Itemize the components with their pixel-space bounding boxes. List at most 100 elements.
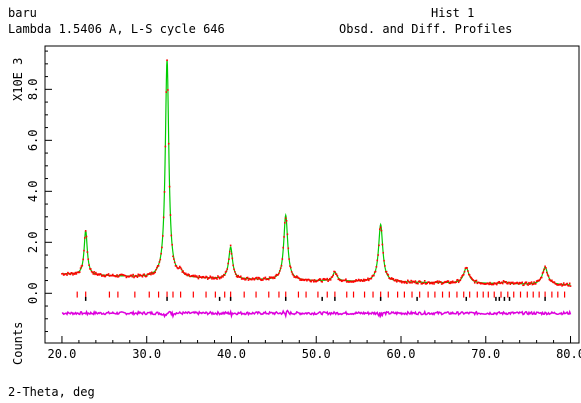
observed-point xyxy=(514,282,517,285)
difference-profile-line xyxy=(61,309,572,319)
observed-point xyxy=(101,275,104,277)
calculated-profile-line xyxy=(61,59,571,286)
observed-point xyxy=(392,277,395,280)
observed-point xyxy=(550,280,552,282)
observed-point xyxy=(283,236,285,238)
observed-point xyxy=(562,284,564,287)
observed-point xyxy=(403,282,406,284)
observed-point xyxy=(169,214,172,216)
observed-point xyxy=(370,277,373,280)
observed-point xyxy=(420,282,423,285)
observed-point xyxy=(126,275,129,278)
x-axis-label: 2-Theta, deg xyxy=(8,385,95,399)
observed-point xyxy=(183,272,185,274)
observed-point xyxy=(334,273,337,275)
observed-point xyxy=(546,274,549,276)
observed-point xyxy=(167,89,169,91)
observed-point xyxy=(380,229,383,232)
observed-point xyxy=(222,276,224,278)
observed-point xyxy=(63,273,66,276)
observed-point xyxy=(547,275,550,277)
observed-point xyxy=(177,267,179,270)
observed-point xyxy=(323,277,325,280)
observed-point xyxy=(529,283,531,286)
observed-point xyxy=(156,265,159,267)
observed-point xyxy=(303,279,306,282)
observed-point xyxy=(258,277,261,279)
observed-point xyxy=(217,276,220,279)
observed-point xyxy=(260,279,262,282)
observed-point xyxy=(312,279,314,282)
observed-point xyxy=(72,274,74,276)
observed-point xyxy=(440,283,443,285)
observed-point xyxy=(201,275,204,278)
observed-point xyxy=(251,278,253,281)
observed-point xyxy=(224,271,227,273)
observed-point xyxy=(123,274,125,276)
observed-point xyxy=(290,266,292,269)
observed-point xyxy=(324,278,327,281)
observed-point xyxy=(334,270,336,273)
observed-point xyxy=(124,274,127,277)
observed-point xyxy=(108,275,111,277)
observed-point xyxy=(340,279,342,281)
observed-point xyxy=(418,280,421,282)
observed-point xyxy=(329,277,331,280)
observed-point xyxy=(179,266,182,269)
observed-point xyxy=(171,243,173,246)
observed-point xyxy=(307,278,310,281)
observed-point xyxy=(267,278,270,281)
observed-point xyxy=(99,273,101,275)
observed-point xyxy=(463,270,466,273)
observed-point xyxy=(70,272,73,274)
observed-point xyxy=(440,281,442,283)
observed-point xyxy=(146,273,149,275)
observed-point xyxy=(498,280,501,283)
observed-point xyxy=(441,282,444,285)
observed-point xyxy=(245,278,247,281)
observed-point xyxy=(240,275,242,278)
observed-point xyxy=(123,274,126,277)
observed-point xyxy=(127,275,129,278)
observed-point xyxy=(286,233,289,236)
observed-point xyxy=(247,279,250,281)
observed-point xyxy=(481,282,484,285)
observed-point xyxy=(401,280,404,283)
observed-point xyxy=(150,273,152,276)
x-tick-label: 40.0 xyxy=(217,347,246,361)
observed-point xyxy=(221,275,223,277)
observed-point xyxy=(493,282,496,284)
observed-point xyxy=(100,275,103,277)
observed-point xyxy=(538,279,540,282)
observed-point xyxy=(523,282,526,285)
observed-point xyxy=(118,274,121,276)
observed-point xyxy=(251,277,254,279)
observed-point xyxy=(322,278,324,281)
observed-point xyxy=(527,284,529,286)
observed-point xyxy=(231,257,234,260)
observed-point xyxy=(379,226,382,229)
observed-point xyxy=(513,282,516,284)
observed-point xyxy=(75,273,78,275)
observed-point xyxy=(502,280,505,282)
observed-point xyxy=(383,259,385,262)
observed-point xyxy=(259,278,262,281)
observed-point xyxy=(486,282,489,284)
observed-point xyxy=(262,279,264,281)
observed-point xyxy=(535,280,538,282)
observed-point xyxy=(189,275,192,278)
observed-point xyxy=(543,268,546,271)
observed-point xyxy=(197,277,200,280)
observed-point xyxy=(391,278,394,280)
observed-point xyxy=(511,282,513,284)
observed-point xyxy=(395,280,398,283)
observed-point xyxy=(173,258,175,260)
observed-point xyxy=(226,268,229,270)
observed-point xyxy=(363,280,366,282)
observed-point xyxy=(387,274,390,276)
observed-point xyxy=(471,278,473,280)
observed-point xyxy=(318,278,321,280)
observed-point xyxy=(484,283,487,285)
observed-point xyxy=(66,274,68,276)
observed-point xyxy=(94,273,96,276)
